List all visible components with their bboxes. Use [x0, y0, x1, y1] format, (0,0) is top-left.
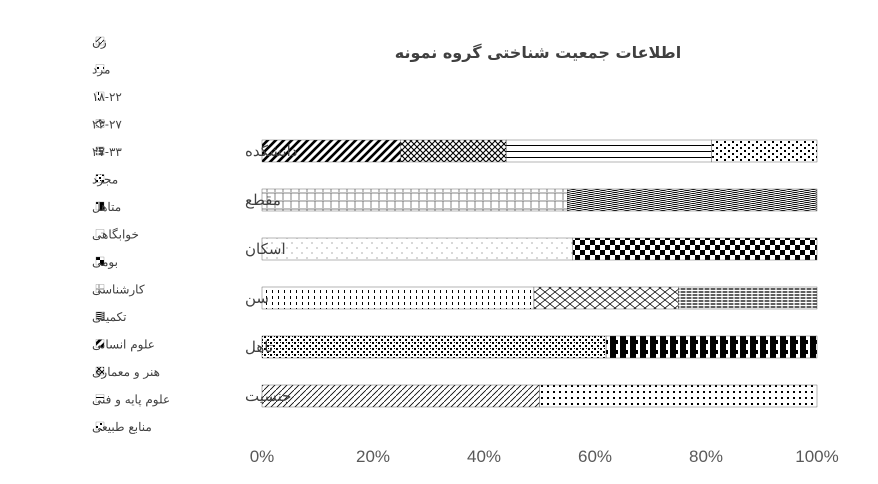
bar-segment	[567, 188, 818, 212]
legend-label: ۲۷-۳۳	[92, 145, 122, 159]
bar-segment	[261, 384, 540, 408]
bar-segment	[400, 139, 507, 163]
legend-label: منابع طبیعی	[92, 420, 152, 434]
legend-swatch	[95, 146, 105, 156]
bar-segment	[261, 188, 568, 212]
legend-swatch	[95, 201, 105, 211]
category-label: تاهل	[245, 338, 273, 356]
x-tick-label: 100%	[795, 447, 838, 466]
bar-segment	[506, 139, 712, 163]
legend-swatch	[95, 229, 105, 238]
legend-swatch	[95, 36, 105, 46]
legend-label: تکمیلی	[92, 310, 127, 324]
category-label: جنسیت	[245, 387, 291, 405]
x-tick-label: 60%	[578, 447, 612, 466]
bar-segment	[533, 286, 679, 310]
bar-segment	[572, 237, 818, 261]
bar-segment	[605, 335, 818, 359]
legend-swatch	[95, 421, 105, 431]
legend-label: خوابگاهی	[92, 228, 139, 242]
bar-segment	[711, 139, 818, 163]
chart-title: اطلاعات جمعیت شناختی گروه نمونه	[395, 43, 681, 62]
bar-segment	[261, 335, 607, 359]
legend-swatch	[95, 339, 105, 348]
legend-label: هنر و معماری	[92, 365, 160, 379]
x-tick-label: 20%	[356, 447, 390, 466]
category-label: اسکان	[245, 240, 286, 258]
legend-label: مجرد	[92, 173, 118, 187]
bar-segment	[678, 286, 818, 310]
bar-segment	[261, 237, 573, 261]
legend-label: مرد	[92, 63, 110, 77]
bar-segment	[539, 384, 818, 408]
category-label: سن	[245, 289, 269, 307]
x-tick-label: 80%	[689, 447, 723, 466]
category-label: دانشکده	[245, 142, 297, 160]
x-axis-ticks: 0% 20% 40% 60% 80% 100%	[250, 447, 839, 466]
bars	[261, 139, 818, 408]
legend-swatch	[95, 366, 105, 376]
legend-swatch	[95, 311, 105, 321]
bar-segment	[261, 286, 535, 310]
legend-label: زن	[92, 35, 107, 49]
legend: زن مرد ۱۸-۲۲ ۲۳-۲۷ ۲۷-۳۳ مجرد متاهل خوابگاهی بوم…	[92, 35, 170, 434]
legend-swatch	[95, 174, 105, 183]
legend-label: بومی	[92, 255, 118, 269]
legend-label: علوم انسانی	[92, 338, 155, 352]
legend-label: علوم پایه و فنی	[92, 393, 170, 407]
legend-swatch	[95, 119, 105, 128]
legend-swatch	[95, 256, 105, 266]
legend-label: متاهل	[92, 200, 121, 214]
legend-swatch	[95, 91, 105, 101]
x-tick-label: 40%	[467, 447, 501, 466]
legend-swatch	[95, 64, 105, 73]
x-tick-label: 0%	[250, 447, 275, 466]
category-labels: دانشکده مقطع اسکان سن تاهل جنسیت	[245, 142, 297, 405]
legend-swatch	[95, 284, 105, 293]
legend-label: کارشناسی	[92, 283, 145, 297]
category-label: مقطع	[245, 191, 281, 209]
legend-label: ۱۸-۲۲	[92, 90, 122, 104]
legend-label: ۲۳-۲۷	[92, 118, 122, 132]
legend-swatch	[95, 394, 105, 403]
